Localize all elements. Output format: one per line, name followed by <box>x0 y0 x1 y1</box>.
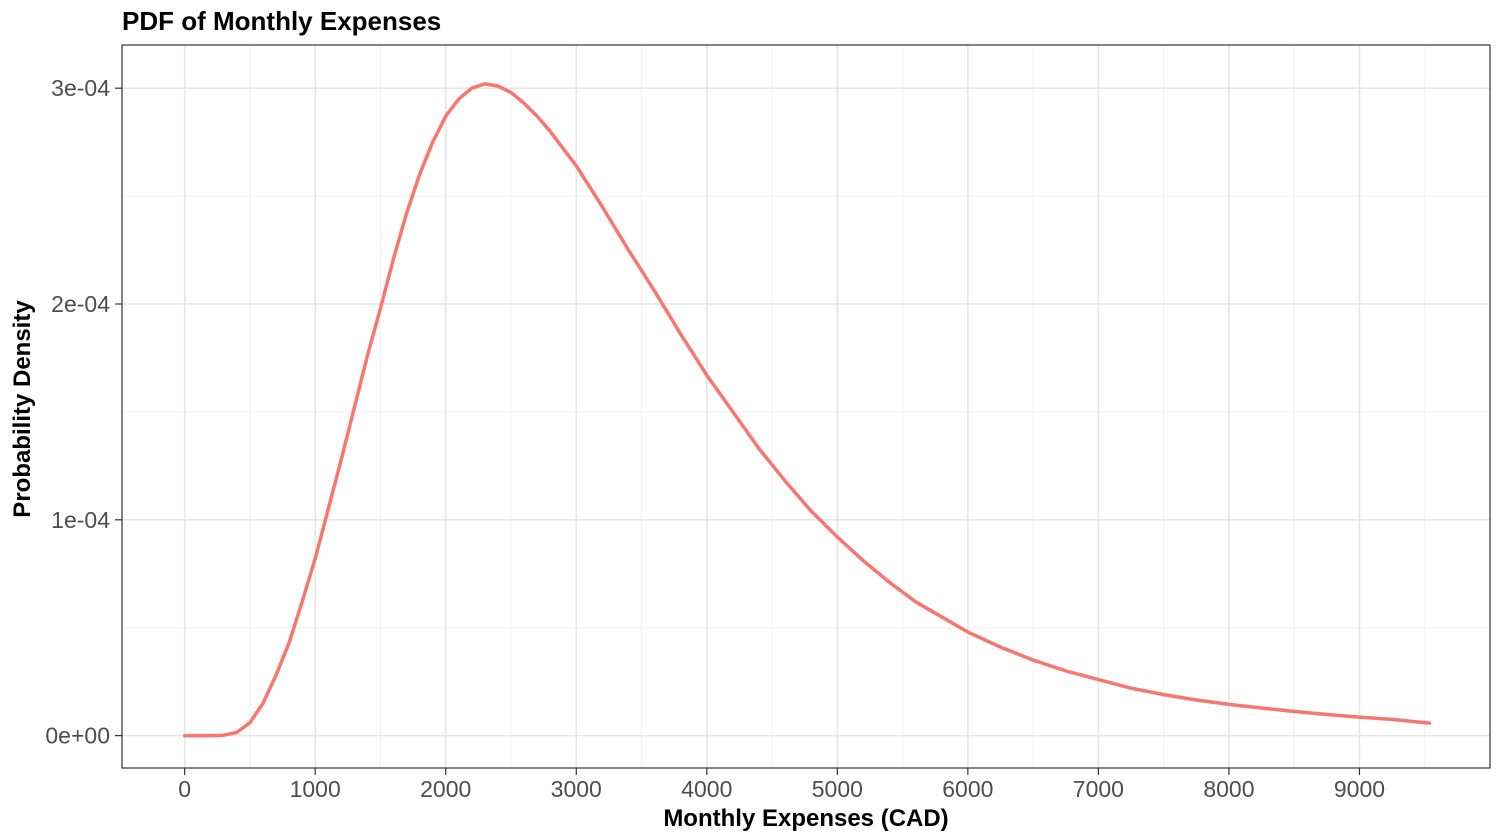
y-tick-label: 3e-04 <box>51 75 110 101</box>
label-layer: 0 1000 2000 3000 4000 5000 6000 7000 8000 9000 0e+… <box>45 75 1385 802</box>
y-tick-label: 1e-04 <box>51 507 110 533</box>
density-curve-line <box>182 82 1432 738</box>
tick-layer <box>115 87 1361 775</box>
x-tick-label: 5000 <box>812 776 863 802</box>
chart-title: PDF of Monthly Expenses <box>122 6 441 36</box>
x-tick-label: 9000 <box>1334 776 1385 802</box>
x-tick-label: 6000 <box>942 776 993 802</box>
panel-border <box>121 44 1491 769</box>
y-tick-label: 0e+00 <box>45 723 110 749</box>
x-tick-label: 8000 <box>1203 776 1254 802</box>
x-tick-label: 1000 <box>290 776 341 802</box>
y-axis-title: Probability Density <box>9 300 36 518</box>
x-tick-label: 4000 <box>681 776 732 802</box>
x-tick-label: 7000 <box>1073 776 1124 802</box>
series-layer <box>182 82 1432 738</box>
x-axis-title: Monthly Expenses (CAD) <box>663 805 948 832</box>
x-tick-label: 3000 <box>551 776 602 802</box>
grid-layer <box>122 45 1490 768</box>
x-tick-label: 0 <box>178 776 191 802</box>
x-tick-label: 2000 <box>420 776 471 802</box>
y-tick-label: 2e-04 <box>51 291 110 317</box>
